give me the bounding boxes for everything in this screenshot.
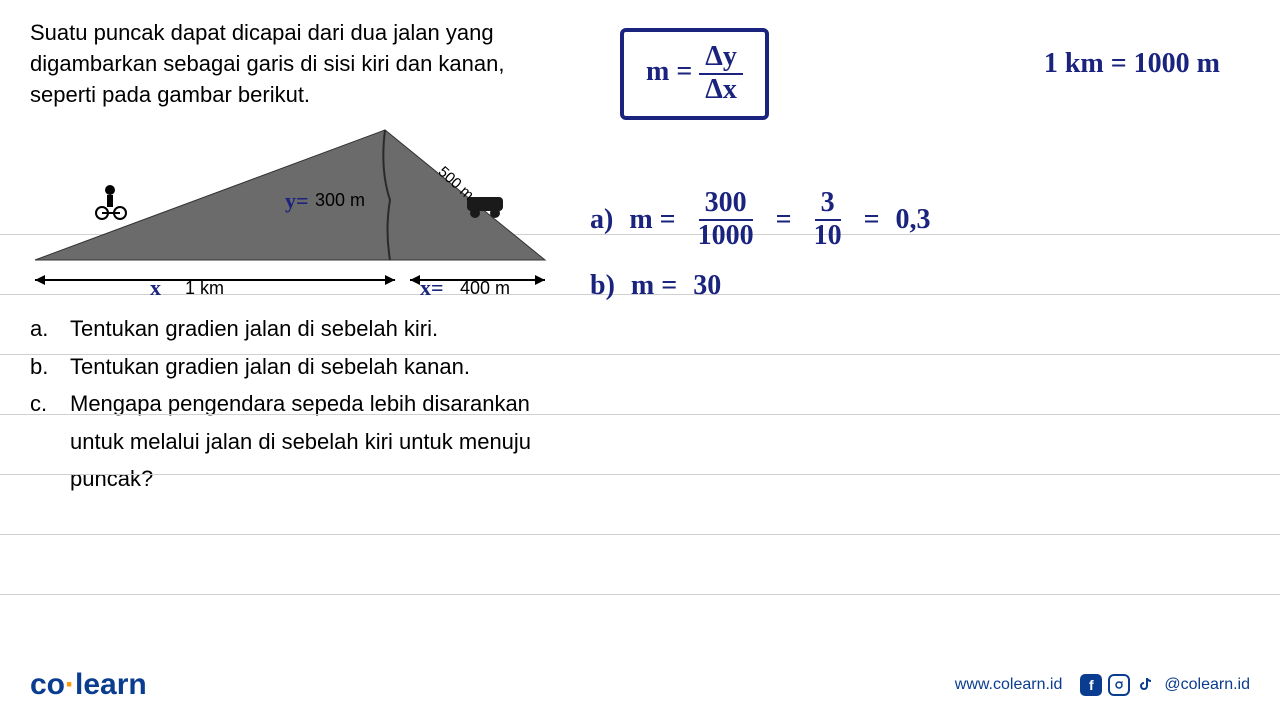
worked-solutions: a) m = 300 1000 = 3 10 = 0,3 b) m = 30 <box>590 188 931 320</box>
problem-intro: Suatu puncak dapat dicapai dari dua jala… <box>30 18 560 110</box>
tiktok-icon <box>1136 674 1158 696</box>
footer: co·learn www.colearn.id f @colearn.id <box>0 650 1280 720</box>
work-a-lhs: m = <box>629 204 675 236</box>
mountain-diagram: y= 300 m 500 m x 1 km x= 400 m <box>30 120 550 300</box>
q-text: Mengapa pengendara sepeda lebih disarank… <box>70 385 560 497</box>
footer-url: www.colearn.id <box>955 676 1063 694</box>
logo-dot: · <box>65 668 75 701</box>
q-text: Tentukan gradien jalan di sebelah kiri. <box>70 310 560 347</box>
question-a: a. Tentukan gradien jalan di sebelah kir… <box>30 310 560 347</box>
work-b-label: b) <box>590 270 615 302</box>
work-column: m = Δy Δx 1 km = 1000 m a) m = 300 1000 … <box>580 18 1250 497</box>
footer-right: www.colearn.id f @colearn.id <box>955 674 1250 696</box>
instagram-icon <box>1108 674 1130 696</box>
brand-logo: co·learn <box>30 668 147 702</box>
question-b: b. Tentukan gradien jalan di sebelah kan… <box>30 348 560 385</box>
unit-conversion: 1 km = 1000 m <box>1044 48 1220 80</box>
eq: = <box>776 204 792 236</box>
formula-num: Δy <box>699 42 743 75</box>
x-left-prefix: x <box>150 275 161 301</box>
height-label: 300 m <box>315 190 365 211</box>
social-handle: @colearn.id <box>1164 676 1250 694</box>
logo-co: co <box>30 668 65 701</box>
work-a: a) m = 300 1000 = 3 10 = 0,3 <box>590 188 931 252</box>
work-b-lhs: m = <box>631 270 677 302</box>
logo-learn: learn <box>75 668 147 701</box>
formula-lhs: m = <box>646 56 692 87</box>
x-right-prefix: x= <box>420 275 444 301</box>
question-c: c. Mengapa pengendara sepeda lebih disar… <box>30 385 560 497</box>
problem-column: Suatu puncak dapat dicapai dari dua jala… <box>30 18 560 497</box>
work-a-f1-num: 300 <box>699 188 753 221</box>
work-b-partial: 30 <box>693 270 721 302</box>
work-a-label: a) <box>590 204 613 236</box>
work-a-result: 0,3 <box>896 204 931 236</box>
q-label: a. <box>30 310 52 347</box>
social-icons: f @colearn.id <box>1080 674 1250 696</box>
left-base-label: 1 km <box>185 278 224 299</box>
formula-box: m = Δy Δx <box>620 28 769 120</box>
formula-den: Δx <box>699 75 743 106</box>
questions-list: a. Tentukan gradien jalan di sebelah kir… <box>30 310 560 497</box>
right-base-label: 400 m <box>460 278 510 299</box>
q-text: Tentukan gradien jalan di sebelah kanan. <box>70 348 560 385</box>
work-a-f2-num: 3 <box>815 188 841 221</box>
y-label: y= <box>285 188 309 214</box>
work-a-f2-den: 10 <box>808 221 848 252</box>
work-a-f1-den: 1000 <box>692 221 760 252</box>
q-label: c. <box>30 385 52 497</box>
facebook-icon: f <box>1080 674 1102 696</box>
content-area: Suatu puncak dapat dicapai dari dua jala… <box>0 0 1280 497</box>
eq: = <box>864 204 880 236</box>
work-b: b) m = 30 <box>590 270 931 302</box>
q-label: b. <box>30 348 52 385</box>
